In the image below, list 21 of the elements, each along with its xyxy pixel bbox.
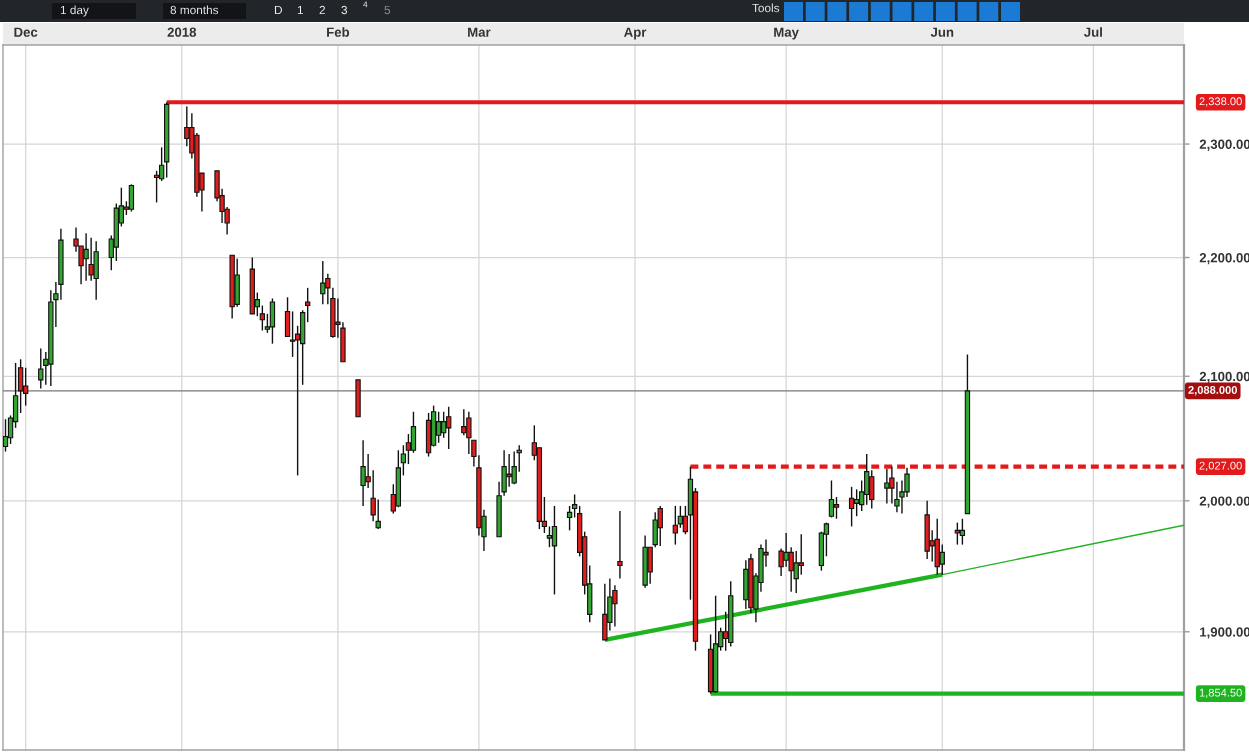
text: 3 (341, 5, 348, 15)
series-label: 2,027.00 (1199, 461, 1242, 471)
text: Tools (752, 3, 780, 13)
text: 8 months (170, 5, 219, 15)
text: 5 (384, 5, 391, 15)
x-tick-label: Jul (1084, 27, 1102, 37)
x-tick-label: Dec (14, 27, 38, 37)
text: 1 (297, 5, 303, 15)
text: 1 day (60, 5, 89, 17)
x-tick-label: Mar (468, 27, 491, 37)
text: 4 (363, 1, 368, 8)
x-tick-label: May (774, 27, 799, 40)
text: 2 (319, 5, 325, 15)
x-tick-label: 2018 (167, 27, 197, 37)
ref-line-label: 2,088.000 (1188, 386, 1237, 396)
x-tick-label: Jun (930, 27, 954, 37)
x-tick-label: Feb (327, 27, 350, 37)
text: D (274, 5, 282, 15)
x-tick-label: Apr (624, 27, 647, 40)
series-label: 2,338.00 (1199, 97, 1242, 107)
series-label: 1,854.50 (1199, 688, 1242, 698)
